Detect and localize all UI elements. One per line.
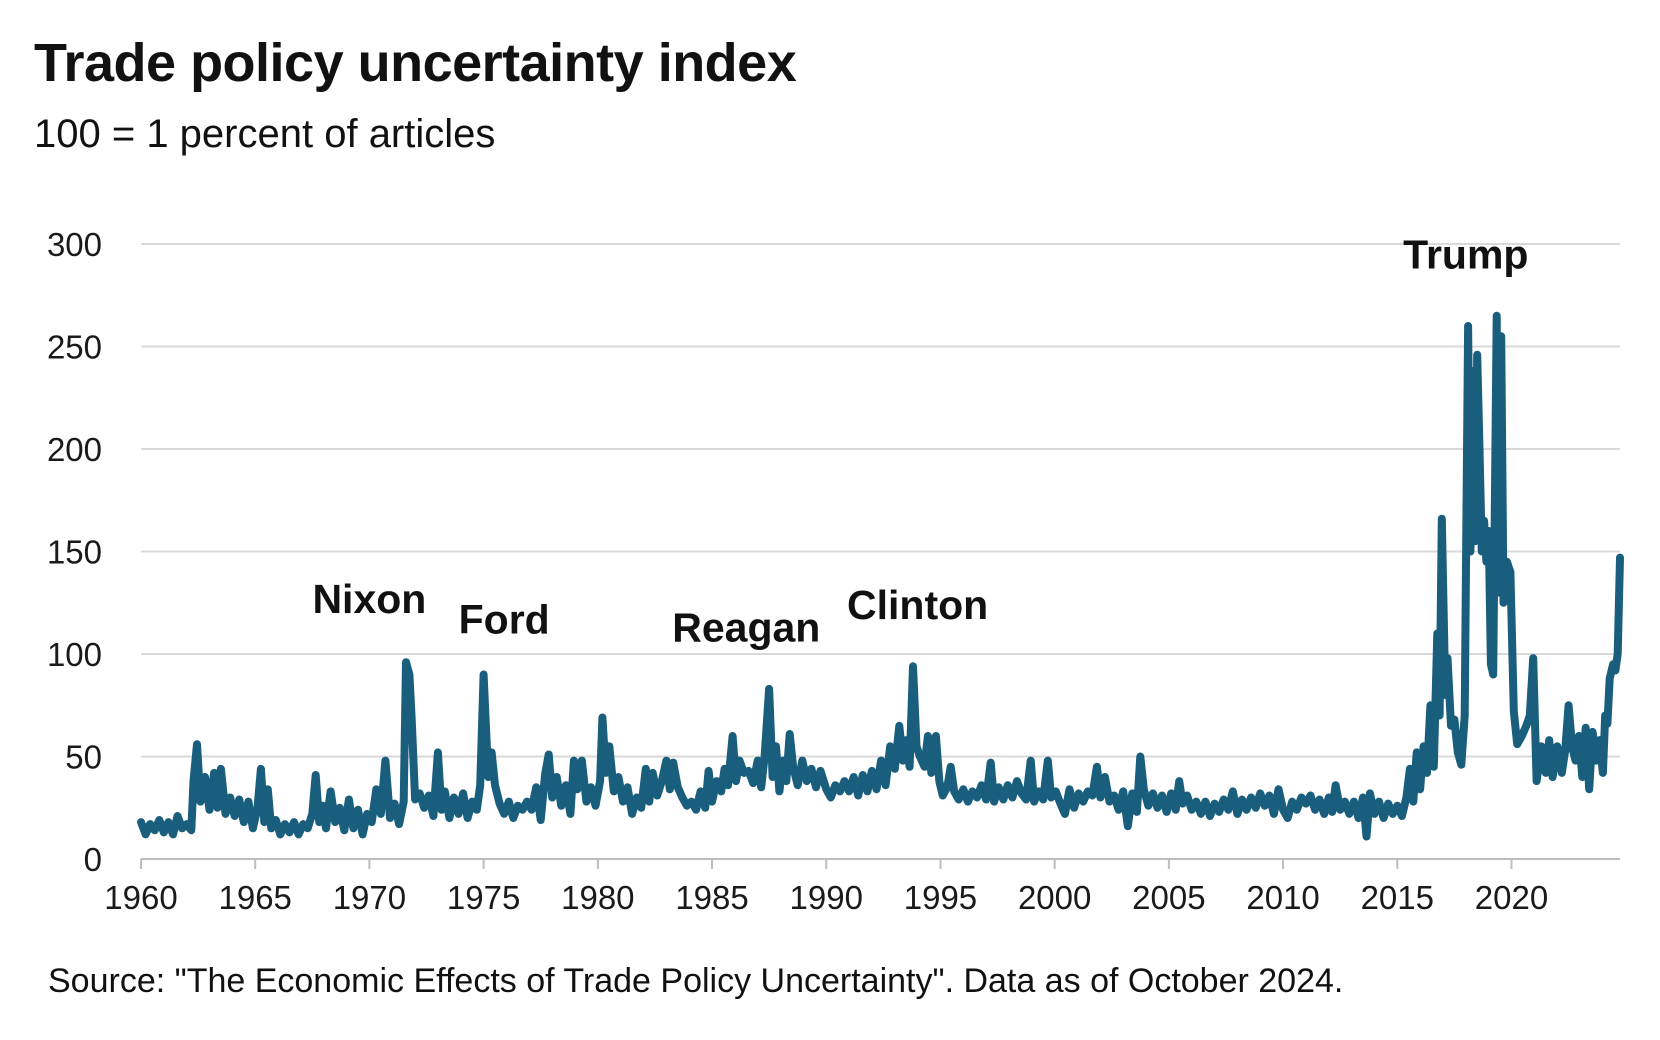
x-tick-label: 1975 [447, 879, 520, 916]
y-tick-label: 50 [65, 739, 102, 776]
x-tick-label: 2005 [1132, 879, 1205, 916]
gridlines [141, 243, 1620, 860]
annotation-ford: Ford [459, 597, 550, 643]
y-tick-label: 150 [47, 534, 102, 571]
chart-subtitle: 100 = 1 percent of articles [34, 112, 496, 156]
series-line [137, 311, 1624, 841]
x-tick-label: 1965 [218, 879, 291, 916]
x-tick-label: 1960 [104, 879, 177, 916]
y-tick-label: 0 [84, 841, 102, 878]
x-tick-label: 1995 [904, 879, 977, 916]
annotation-nixon: Nixon [312, 576, 426, 622]
annotation-reagan: Reagan [672, 605, 820, 651]
x-tick-label: 1985 [675, 879, 748, 916]
chart-title: Trade policy uncertainty index [34, 33, 797, 93]
x-tick-label: 2010 [1246, 879, 1319, 916]
y-tick-label: 200 [47, 431, 102, 468]
annotation-clinton: Clinton [847, 582, 988, 628]
x-tick-label: 2000 [1018, 879, 1091, 916]
y-tick-label: 100 [47, 636, 102, 673]
annotation-labels: Nixon Ford Reagan Clinton Trump [312, 232, 1528, 651]
x-tick-label: 1970 [333, 879, 406, 916]
source-note: Source: "The Economic Effects of Trade P… [48, 962, 1344, 1000]
x-tick-label: 2015 [1361, 879, 1434, 916]
y-tick-label: 300 [47, 226, 102, 263]
x-tick-label: 1980 [561, 879, 634, 916]
annotation-trump: Trump [1403, 232, 1528, 278]
y-tick-label: 250 [47, 329, 102, 366]
x-axis-tick-labels: 1960 1965 1970 1975 1980 1985 1990 1995 2000 2005… [104, 859, 1548, 916]
y-axis-tick-labels: 0 50 100 150 200 250 300 [47, 226, 102, 878]
series-group [137, 311, 1624, 841]
x-tick-label: 1990 [790, 879, 863, 916]
x-tick-label: 2020 [1475, 879, 1548, 916]
